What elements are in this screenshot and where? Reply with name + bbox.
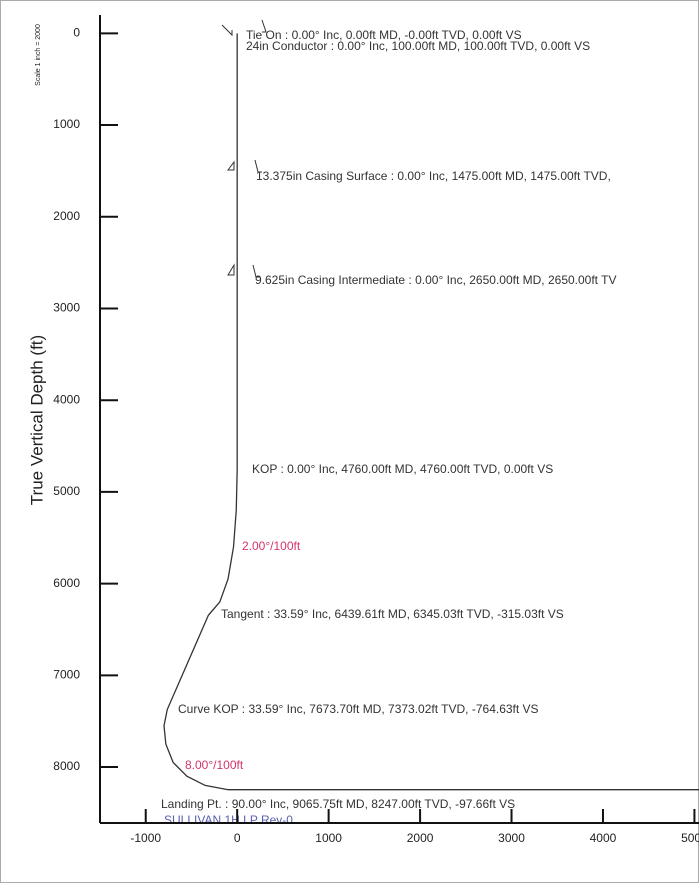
x-tick-label: 1000	[315, 831, 342, 845]
casing-symbol	[221, 19, 267, 278]
annotation: KOP : 0.00° Inc, 4760.00ft MD, 4760.00ft…	[252, 462, 553, 476]
trajectory	[163, 33, 699, 791]
x-tick-label: 0	[234, 831, 241, 845]
annotation: 24in Conductor : 0.00° Inc, 100.00ft MD,…	[246, 39, 590, 53]
y-tick-label: 6000	[53, 576, 80, 590]
y-tick-label: 3000	[53, 301, 80, 315]
annotation: 9.625in Casing Intermediate : 0.00° Inc,…	[255, 273, 616, 287]
annotation: Curve KOP : 33.59° Inc, 7673.70ft MD, 73…	[178, 702, 539, 716]
annotation: Tie On : 0.00° Inc, 0.00ft MD, -0.00ft T…	[246, 28, 522, 42]
annotations: Tie On : 0.00° Inc, 0.00ft MD, -0.00ft T…	[161, 28, 616, 827]
y-tick-label: 8000	[53, 759, 80, 773]
x-tick-label: 3000	[498, 831, 525, 845]
y-tick-label: 4000	[53, 392, 80, 406]
annotation: 8.00°/100ft	[185, 758, 244, 772]
x-tick-label: 4000	[590, 831, 617, 845]
y-axis-label: True Vertical Depth (ft)	[27, 335, 46, 505]
y-tick-label: 7000	[53, 668, 80, 682]
x-tick-label: 2000	[407, 831, 434, 845]
well-name: SULLIVAN 1H LP Rev-0	[164, 813, 293, 827]
annotation: 2.00°/100ft	[242, 539, 301, 553]
annotation: Landing Pt. : 90.00° Inc, 9065.75ft MD, …	[161, 797, 515, 811]
scale-note: Scale 1 inch = 2000	[35, 24, 42, 86]
y-tick-label: 5000	[53, 484, 80, 498]
y-tick-label: 2000	[53, 209, 80, 223]
x-tick-label: -1000	[130, 831, 161, 845]
x-tick-label: 5000	[681, 831, 699, 845]
y-tick-label: 0	[73, 26, 80, 40]
annotation: Tangent : 33.59° Inc, 6439.61ft MD, 6345…	[221, 607, 564, 621]
y-tick-label: 1000	[53, 117, 80, 131]
annotation: 13.375in Casing Surface : 0.00° Inc, 147…	[256, 169, 611, 183]
